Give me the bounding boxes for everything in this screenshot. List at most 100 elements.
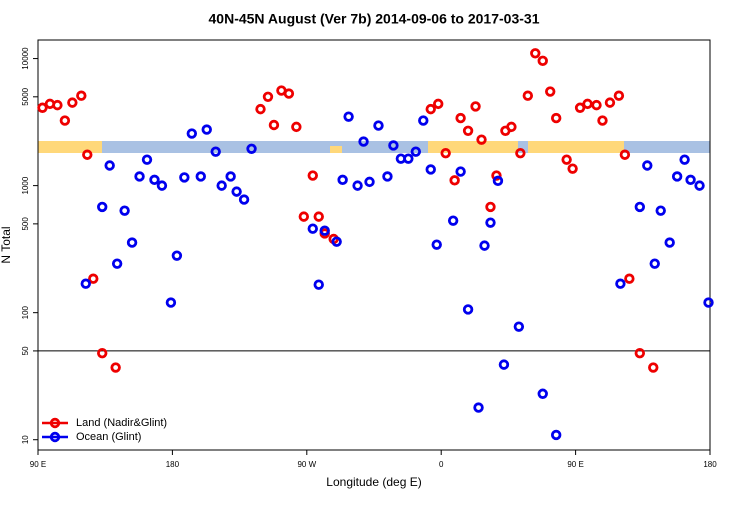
point: [545, 86, 556, 97]
point: [291, 121, 302, 133]
point: [246, 143, 257, 154]
point: [530, 48, 541, 59]
point: [343, 111, 354, 122]
point: [111, 258, 123, 269]
point: [59, 115, 71, 126]
point: [473, 402, 484, 413]
point: [567, 163, 578, 174]
point: [80, 278, 91, 289]
point: [238, 194, 250, 205]
point: [307, 223, 318, 234]
point: [88, 273, 99, 284]
point: [513, 321, 525, 332]
point: [597, 115, 608, 126]
point: [591, 99, 602, 111]
point: [425, 103, 436, 115]
point: [574, 102, 586, 113]
y-tick-label: 1000: [21, 176, 30, 194]
chart-title: 40N-45N August (Ver 7b) 2014-09-06 to 20…: [209, 11, 540, 27]
point: [537, 55, 548, 67]
point: [498, 359, 510, 370]
y-tick-label: 10: [21, 435, 30, 444]
point: [440, 147, 451, 159]
point: [455, 166, 466, 177]
point: [671, 171, 683, 182]
point: [522, 90, 534, 101]
point: [364, 176, 375, 188]
point: [679, 154, 690, 165]
point: [52, 99, 63, 111]
point: [231, 186, 242, 197]
y-tick-label: 5000: [21, 87, 30, 105]
point: [358, 136, 369, 147]
point: [685, 174, 696, 186]
point: [37, 102, 48, 113]
point: [455, 112, 466, 124]
y-tick-label: 50: [21, 346, 30, 355]
point: [388, 140, 399, 151]
x-tick-label: 0: [439, 460, 444, 469]
point: [655, 205, 666, 216]
y-axis-label: N Total: [0, 226, 13, 263]
point: [506, 121, 517, 133]
point: [515, 147, 526, 159]
point: [648, 362, 659, 373]
point: [156, 180, 168, 191]
point: [352, 180, 363, 191]
point: [382, 171, 393, 182]
point: [216, 180, 227, 191]
point: [337, 174, 348, 186]
point: [373, 120, 384, 131]
legend-label: Ocean (Glint): [76, 431, 141, 443]
point: [225, 171, 236, 182]
x-tick-label: 180: [166, 460, 180, 469]
plot-frame: [37, 39, 711, 451]
point: [110, 362, 121, 373]
point: [485, 201, 496, 213]
legend-label: Land (Nadir&Glint): [76, 417, 167, 429]
x-tick-label: 180: [703, 460, 717, 469]
point: [470, 101, 481, 112]
point: [171, 250, 183, 261]
point: [165, 297, 177, 308]
legend-marker: [49, 431, 61, 443]
point: [179, 172, 190, 183]
point: [462, 304, 474, 315]
point: [476, 134, 487, 145]
point: [418, 115, 429, 126]
point: [664, 237, 675, 248]
point: [582, 98, 593, 110]
point: [634, 201, 646, 213]
point: [550, 112, 562, 124]
x-tick-label: 90 E: [567, 460, 583, 469]
point: [449, 175, 460, 186]
point: [268, 119, 280, 131]
point: [313, 279, 324, 290]
point: [492, 175, 504, 187]
point: [119, 205, 130, 216]
point: [97, 201, 108, 213]
point: [694, 180, 705, 191]
point: [550, 429, 562, 441]
point: [485, 217, 496, 228]
point: [67, 97, 78, 108]
point: [642, 160, 653, 171]
point: [255, 103, 266, 115]
point: [313, 211, 324, 222]
point: [491, 170, 502, 181]
land-ocean-strip: [38, 141, 710, 153]
point: [319, 225, 330, 236]
point: [149, 174, 160, 186]
y-tick-label: 500: [21, 217, 30, 231]
point: [604, 97, 616, 108]
point: [134, 171, 145, 182]
point: [613, 90, 625, 101]
point: [431, 239, 442, 250]
point: [703, 297, 714, 308]
point: [201, 124, 212, 135]
point: [126, 237, 138, 248]
legend-marker: [49, 417, 61, 429]
point: [82, 149, 93, 160]
point: [331, 236, 342, 247]
point: [615, 278, 626, 289]
